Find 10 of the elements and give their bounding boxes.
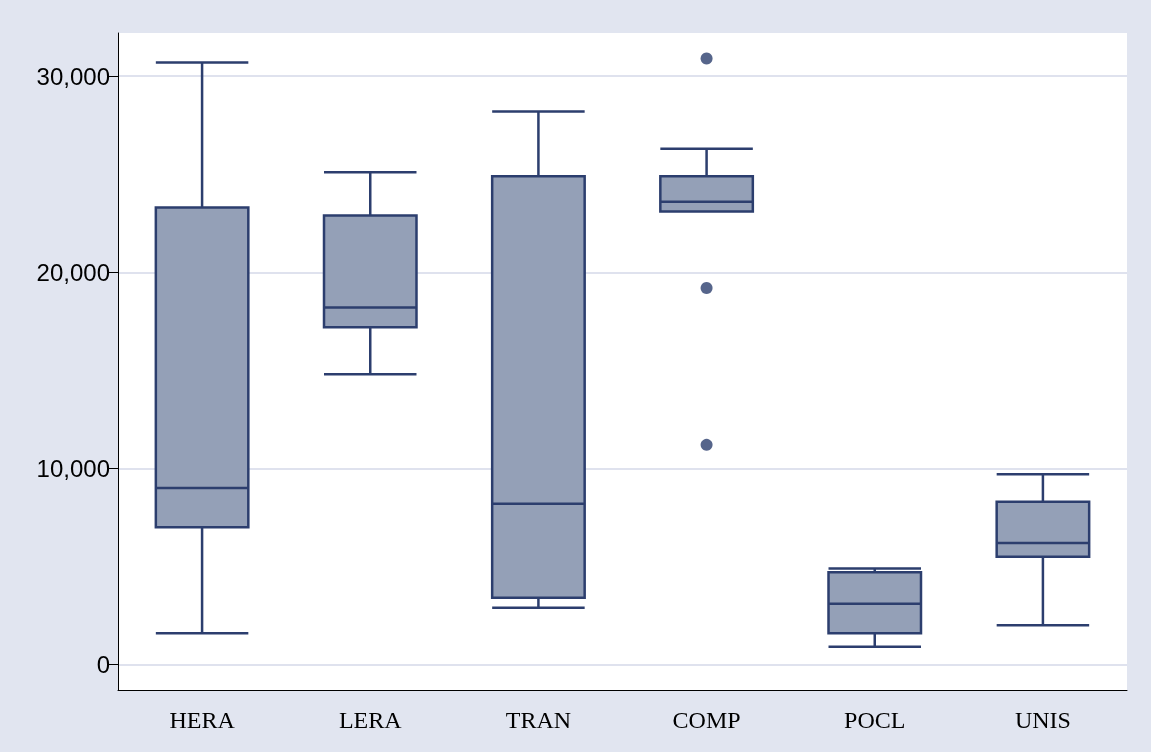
x-tick-label: HERA [169,707,236,733]
x-tick-label: POCL [844,707,906,733]
y-tick-label: 10,000 [36,454,110,482]
y-tick-label: 20,000 [36,258,110,286]
y-tick-label: 0 [96,651,110,678]
x-tick-label: UNIS [1014,707,1071,733]
y-tick-label: 30,000 [36,62,110,90]
x-tick-label: LERA [338,707,403,733]
x-tick-label: COMP [672,707,741,733]
x-tick-label: TRAN [505,707,572,733]
